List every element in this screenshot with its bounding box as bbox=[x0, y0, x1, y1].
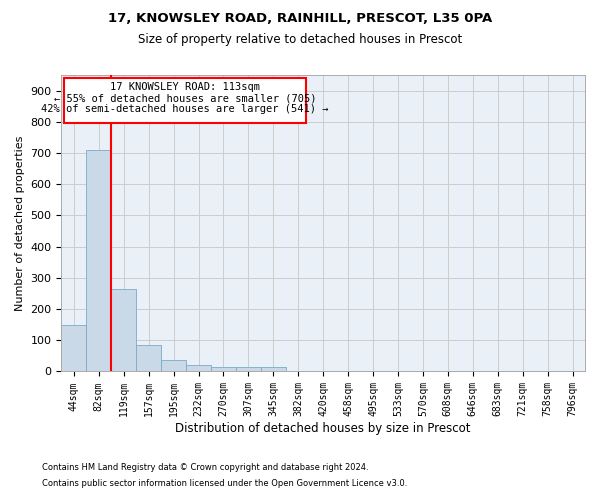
Text: Size of property relative to detached houses in Prescot: Size of property relative to detached ho… bbox=[138, 32, 462, 46]
Y-axis label: Number of detached properties: Number of detached properties bbox=[15, 136, 25, 311]
Text: 42% of semi-detached houses are larger (541) →: 42% of semi-detached houses are larger (… bbox=[41, 104, 329, 115]
Bar bbox=[161, 360, 186, 372]
Bar bbox=[236, 368, 261, 372]
Bar bbox=[261, 368, 286, 372]
Text: 17, KNOWSLEY ROAD, RAINHILL, PRESCOT, L35 0PA: 17, KNOWSLEY ROAD, RAINHILL, PRESCOT, L3… bbox=[108, 12, 492, 26]
Bar bbox=[86, 150, 111, 372]
Bar bbox=[211, 367, 236, 372]
Text: ← 55% of detached houses are smaller (705): ← 55% of detached houses are smaller (70… bbox=[53, 93, 316, 103]
Text: Contains HM Land Registry data © Crown copyright and database right 2024.: Contains HM Land Registry data © Crown c… bbox=[42, 464, 368, 472]
FancyBboxPatch shape bbox=[64, 78, 306, 124]
Text: Contains public sector information licensed under the Open Government Licence v3: Contains public sector information licen… bbox=[42, 478, 407, 488]
X-axis label: Distribution of detached houses by size in Prescot: Distribution of detached houses by size … bbox=[175, 422, 471, 435]
Bar bbox=[111, 289, 136, 372]
Text: 17 KNOWSLEY ROAD: 113sqm: 17 KNOWSLEY ROAD: 113sqm bbox=[110, 82, 260, 92]
Bar bbox=[186, 364, 211, 372]
Bar bbox=[61, 326, 86, 372]
Bar bbox=[136, 345, 161, 372]
